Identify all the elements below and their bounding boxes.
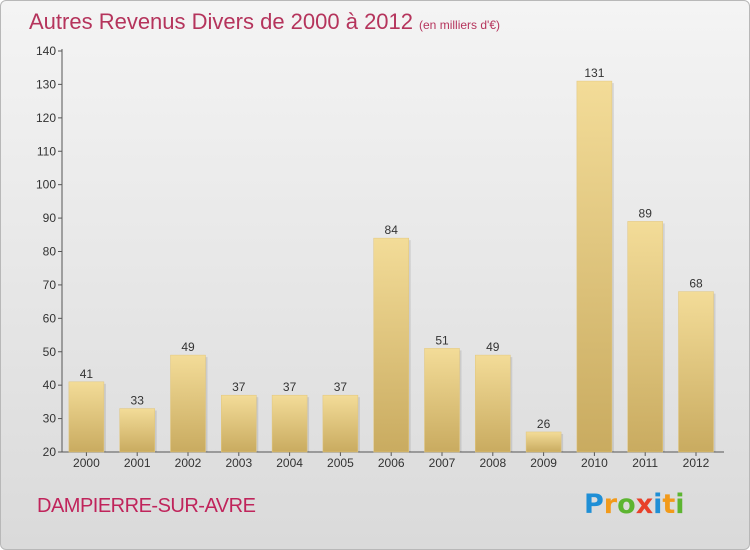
- x-tick-label: 2000: [73, 456, 100, 470]
- y-tick-label: 110: [37, 144, 56, 158]
- bar-value-label: 33: [131, 394, 145, 408]
- x-tick-label: 2004: [276, 456, 303, 470]
- title-text: Autres Revenus Divers de 2000 à 2012: [29, 9, 414, 34]
- chart-title: Autres Revenus Divers de 2000 à 2012 (en …: [29, 9, 500, 35]
- logo-letter: P: [584, 489, 604, 520]
- bar: [627, 221, 663, 453]
- title-unit: (en milliers d'€): [419, 18, 500, 32]
- bar: [68, 381, 105, 453]
- bar: [373, 237, 409, 453]
- logo-letter: r: [603, 489, 618, 520]
- bar: [475, 354, 511, 453]
- city-name: DAMPIERRE-SUR-AVRE: [37, 495, 256, 517]
- bar-value-label: 49: [486, 340, 500, 354]
- bar-value-label: 49: [181, 340, 195, 354]
- x-tick-label: 2002: [175, 456, 202, 470]
- logo-letter: x: [635, 489, 654, 520]
- x-tick-label: 2012: [683, 456, 710, 470]
- y-tick-label: 80: [43, 245, 57, 259]
- bar: [119, 408, 155, 453]
- bar-value-label: 84: [385, 223, 399, 237]
- x-tick-label: 2011: [632, 456, 658, 470]
- x-tick-label: 2003: [225, 456, 252, 470]
- bar: [271, 394, 308, 453]
- bar-value-label: 68: [689, 277, 703, 291]
- bar-value-label: 37: [283, 380, 297, 394]
- bar: [424, 348, 460, 453]
- bar: [678, 291, 714, 453]
- y-tick-label: 30: [43, 412, 57, 426]
- bar: [525, 431, 562, 453]
- bar: [170, 354, 206, 453]
- y-tick-label: 100: [36, 178, 56, 192]
- bar: [322, 394, 359, 453]
- logo-letter: i: [653, 489, 663, 520]
- x-tick-label: 2010: [581, 456, 608, 470]
- bar-value-label: 37: [232, 380, 246, 394]
- bar-value-label: 41: [80, 367, 94, 381]
- y-tick-label: 70: [43, 278, 57, 292]
- y-tick-label: 50: [43, 345, 57, 359]
- bar-value-label: 37: [334, 380, 348, 394]
- x-tick-label: 2006: [378, 456, 405, 470]
- y-tick-label: 130: [36, 77, 56, 91]
- x-tick-label: 2007: [429, 456, 456, 470]
- logo-letter: o: [617, 489, 636, 520]
- y-tick-label: 40: [43, 378, 57, 392]
- x-tick-label: 2005: [327, 456, 354, 470]
- bar: [221, 394, 257, 453]
- logo-letter: i: [675, 489, 685, 520]
- y-tick-label: 20: [43, 445, 57, 459]
- x-tick-label: 2008: [479, 456, 506, 470]
- y-tick-label: 90: [43, 211, 57, 225]
- y-tick-label: 60: [43, 311, 57, 325]
- bar: [576, 80, 613, 453]
- bar-value-label: 131: [584, 66, 604, 80]
- y-tick-label: 140: [36, 44, 56, 58]
- x-tick-label: 2009: [530, 456, 557, 470]
- bar-value-label: 89: [639, 206, 653, 220]
- proxiti-logo[interactable]: Proxiti: [584, 489, 685, 520]
- bar-value-label: 26: [537, 417, 551, 431]
- y-tick-label: 120: [36, 111, 56, 125]
- x-tick-label: 2001: [124, 456, 151, 470]
- bar-value-label: 51: [435, 333, 449, 347]
- logo-letter: t: [662, 489, 676, 520]
